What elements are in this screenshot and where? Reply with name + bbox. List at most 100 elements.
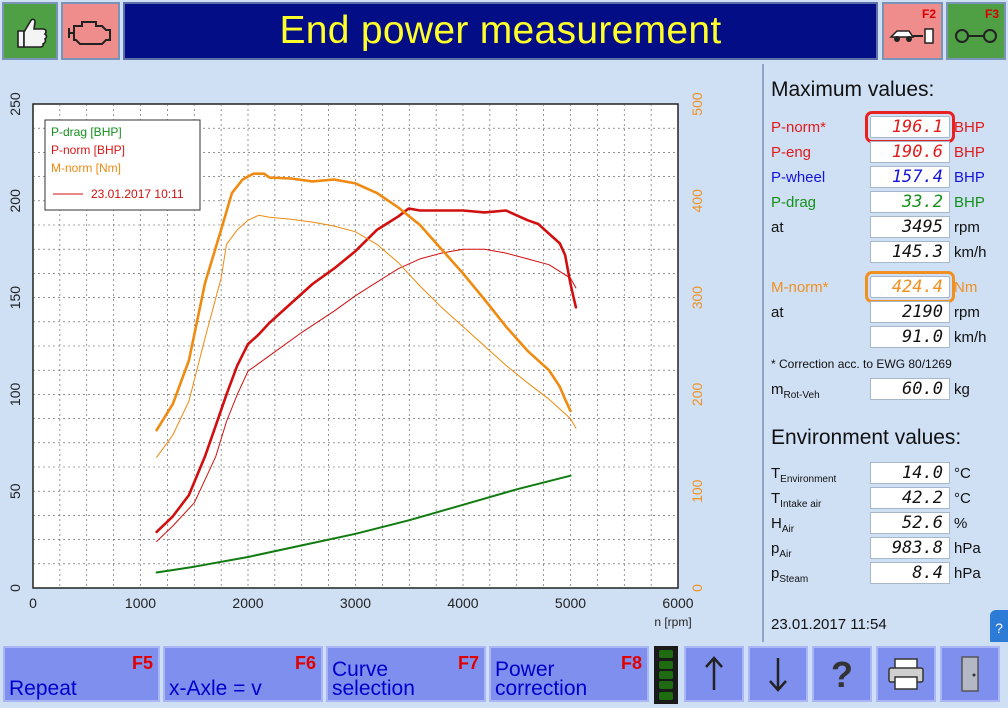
value-p-speed: 145.3 — [870, 241, 950, 263]
label-mass-sub: Rot-Veh — [783, 390, 820, 401]
f3-connect-button[interactable]: F3 — [946, 2, 1006, 60]
unit-m-norm: Nm — [954, 279, 978, 296]
thumbs-up-button[interactable] — [2, 2, 58, 60]
exit-button[interactable] — [940, 646, 1000, 702]
chart-svg: 0 1000 2000 3000 4000 5000 6000050100150200250… — [7, 92, 705, 629]
unit-p-wheel: BHP — [954, 169, 985, 186]
y-right-tick-label: 200 — [689, 383, 705, 407]
unit-p-drag: BHP — [954, 194, 985, 211]
row-p-rpm: at 3495 rpm — [771, 216, 1006, 238]
row-m-norm: M-norm* 424.4 Nm — [771, 271, 1006, 303]
page-title: End power measurement — [279, 9, 722, 52]
svg-text:?: ? — [831, 654, 853, 695]
arrow-up-button[interactable] — [684, 646, 744, 702]
x-tick-label: 5000 — [555, 595, 586, 611]
curve-selection-button[interactable]: F7 Curve selection — [326, 646, 486, 702]
status-light-5 — [659, 691, 673, 700]
help-button[interactable]: ? — [812, 646, 872, 702]
repeat-button[interactable]: F5 Repeat — [3, 646, 160, 702]
power-chart: 0 1000 2000 3000 4000 5000 6000 0 50 100 150 200 250… — [0, 64, 760, 642]
values-panel: Maximum values: P-norm* 196.1 BHP P-eng … — [762, 64, 1008, 642]
y-right-tick-label: 100 — [689, 479, 705, 503]
row-m-speed: 91.0 km/h — [771, 326, 1006, 348]
label-p-wheel: P-wheel — [771, 169, 826, 186]
value-m-rpm: 2190 — [870, 301, 950, 323]
unit-h-air: % — [954, 515, 968, 532]
row-m-rpm: at 2190 rpm — [771, 301, 1006, 323]
y-left-tick-label: 200 — [7, 189, 23, 213]
x-axle-label: x-Axle = v — [169, 677, 262, 700]
value-mass: 60.0 — [870, 378, 950, 400]
value-t-intake: 42.2 — [870, 487, 950, 509]
y-left-tick-label: 150 — [7, 286, 23, 310]
unit-t-intake: °C — [954, 490, 971, 507]
f2-dyno-button[interactable]: F2 — [882, 2, 943, 60]
engine-icon — [67, 21, 111, 45]
thumbs-up-icon — [17, 18, 48, 48]
f2-key-label: F2 — [921, 7, 936, 21]
f3-key-label: F3 — [984, 7, 999, 21]
label-m-norm: M-norm* — [771, 279, 829, 296]
series-line-m-norm-nm — [155, 172, 572, 432]
row-t-env: TEnvironment 14.0 °C — [771, 462, 1006, 485]
y-left-tick-label: 100 — [7, 383, 23, 407]
environment-title: Environment values: — [771, 426, 962, 449]
value-p-drag: 33.2 — [870, 191, 950, 213]
row-t-intake: TIntake air 42.2 °C — [771, 487, 1006, 510]
y-right-tick-label: 400 — [689, 189, 705, 213]
label-p-air: pAir — [771, 540, 792, 560]
side-help-tab[interactable]: ? — [990, 610, 1008, 646]
unit-p-eng: BHP — [954, 144, 985, 161]
correction-footnote: * Correction acc. to EWG 80/1269 — [771, 357, 952, 371]
x-axle-button[interactable]: F6 x-Axle = v — [163, 646, 323, 702]
value-t-env: 14.0 — [870, 462, 950, 484]
label-h-air-sub: Air — [781, 524, 795, 535]
value-h-air: 52.6 — [870, 512, 950, 534]
label-m-at: at — [771, 304, 784, 321]
series-line-p-eng — [156, 248, 577, 542]
label-h-air-main: H — [771, 515, 782, 532]
label-t-intake: TIntake air — [771, 490, 821, 510]
curve-selection-label: Curve selection — [332, 658, 415, 700]
f6-key-label: F6 — [294, 653, 316, 673]
series-line-p-norm-bhp — [155, 207, 578, 534]
print-button[interactable] — [876, 646, 936, 702]
unit-p-speed: km/h — [954, 244, 987, 261]
row-p-wheel: P-wheel 157.4 BHP — [771, 166, 1006, 188]
f8-key-label: F8 — [620, 653, 642, 673]
power-correction-button[interactable]: F8 Power correction — [489, 646, 649, 702]
y-right-tick-label: 300 — [689, 286, 705, 310]
engine-button[interactable] — [61, 2, 120, 60]
max-values-title: Maximum values: — [771, 78, 935, 101]
help-icon: ? — [831, 654, 853, 695]
value-p-air: 983.8 — [870, 537, 950, 559]
label-t-env-sub: Environment — [780, 474, 837, 485]
unit-m-speed: km/h — [954, 329, 987, 346]
label-p-steam-main: p — [771, 565, 780, 582]
arrow-down-button[interactable] — [748, 646, 808, 702]
title-bar: End power measurement — [123, 2, 878, 60]
legend-timestamp: 23.01.2017 10:11 — [91, 187, 184, 201]
legend-entry: P-drag [BHP] — [51, 125, 122, 139]
arrow-down-icon — [769, 658, 787, 692]
f5-key-label: F5 — [131, 653, 153, 673]
connection-icon — [955, 29, 997, 43]
label-p-norm: P-norm* — [771, 119, 827, 136]
label-p-steam-sub: Steam — [779, 574, 809, 585]
unit-p-air: hPa — [954, 540, 981, 557]
row-p-air: pAir 983.8 hPa — [771, 537, 1006, 560]
value-m-norm: 424.4 — [865, 271, 955, 303]
label-t-env-main: T — [771, 465, 781, 482]
label-mass: mRot-Veh — [771, 381, 820, 401]
value-p-norm: 196.1 — [865, 111, 955, 143]
status-light-4 — [659, 681, 673, 690]
label-p-air-sub: Air — [779, 549, 792, 560]
arrow-up-icon — [705, 656, 723, 690]
dyno-car-icon — [888, 28, 934, 44]
row-mass: mRot-Veh 60.0 kg — [771, 378, 1006, 401]
unit-p-steam: hPa — [954, 565, 981, 582]
x-tick-label: 0 — [29, 595, 37, 611]
x-tick-label: 2000 — [232, 595, 263, 611]
label-p-air-main: p — [771, 540, 780, 557]
legend-entry: P-norm [BHP] — [51, 143, 125, 157]
